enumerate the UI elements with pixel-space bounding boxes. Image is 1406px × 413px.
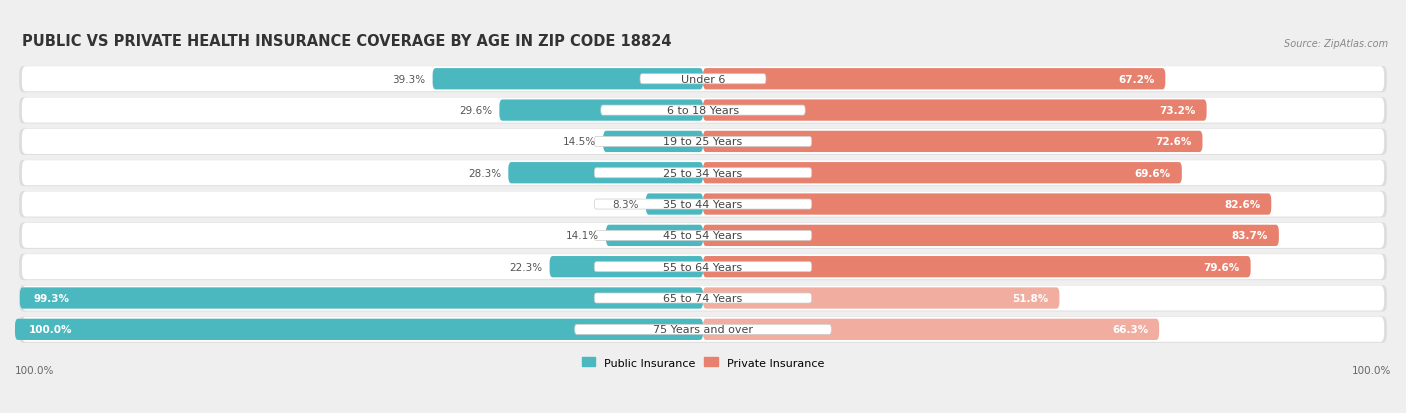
Text: 14.1%: 14.1%: [567, 231, 599, 241]
Text: 45 to 54 Years: 45 to 54 Years: [664, 231, 742, 241]
FancyBboxPatch shape: [20, 67, 1386, 93]
Text: 19 to 25 Years: 19 to 25 Years: [664, 137, 742, 147]
Text: 65 to 74 Years: 65 to 74 Years: [664, 293, 742, 303]
FancyBboxPatch shape: [509, 163, 703, 184]
FancyBboxPatch shape: [703, 319, 1159, 340]
FancyBboxPatch shape: [640, 75, 766, 85]
Text: 82.6%: 82.6%: [1225, 199, 1260, 209]
FancyBboxPatch shape: [703, 131, 1202, 153]
FancyBboxPatch shape: [20, 223, 1386, 249]
Text: 25 to 34 Years: 25 to 34 Years: [664, 169, 742, 178]
FancyBboxPatch shape: [595, 262, 811, 272]
FancyBboxPatch shape: [22, 192, 1384, 217]
Text: 6 to 18 Years: 6 to 18 Years: [666, 106, 740, 116]
FancyBboxPatch shape: [20, 161, 1386, 187]
FancyBboxPatch shape: [595, 199, 811, 209]
Text: 83.7%: 83.7%: [1232, 231, 1268, 241]
FancyBboxPatch shape: [703, 194, 1271, 215]
Text: 100.0%: 100.0%: [28, 325, 72, 335]
FancyBboxPatch shape: [550, 256, 703, 278]
FancyBboxPatch shape: [20, 98, 1386, 124]
Text: 67.2%: 67.2%: [1118, 75, 1154, 85]
Text: 55 to 64 Years: 55 to 64 Years: [664, 262, 742, 272]
FancyBboxPatch shape: [595, 169, 811, 178]
FancyBboxPatch shape: [22, 161, 1384, 186]
FancyBboxPatch shape: [703, 288, 1059, 309]
FancyBboxPatch shape: [703, 225, 1279, 247]
Legend: Public Insurance, Private Insurance: Public Insurance, Private Insurance: [582, 357, 824, 368]
FancyBboxPatch shape: [22, 317, 1384, 342]
FancyBboxPatch shape: [595, 231, 811, 241]
FancyBboxPatch shape: [20, 288, 703, 309]
Text: 29.6%: 29.6%: [460, 106, 492, 116]
Text: 79.6%: 79.6%: [1204, 262, 1240, 272]
Text: 51.8%: 51.8%: [1012, 293, 1049, 303]
Text: 72.6%: 72.6%: [1156, 137, 1191, 147]
FancyBboxPatch shape: [22, 286, 1384, 311]
Text: 35 to 44 Years: 35 to 44 Years: [664, 199, 742, 209]
FancyBboxPatch shape: [20, 192, 1386, 218]
FancyBboxPatch shape: [22, 223, 1384, 248]
FancyBboxPatch shape: [703, 69, 1166, 90]
FancyBboxPatch shape: [600, 106, 806, 116]
Text: 39.3%: 39.3%: [392, 75, 426, 85]
FancyBboxPatch shape: [20, 317, 1386, 343]
FancyBboxPatch shape: [433, 69, 703, 90]
FancyBboxPatch shape: [499, 100, 703, 121]
Text: 100.0%: 100.0%: [1351, 365, 1391, 375]
Text: PUBLIC VS PRIVATE HEALTH INSURANCE COVERAGE BY AGE IN ZIP CODE 18824: PUBLIC VS PRIVATE HEALTH INSURANCE COVER…: [22, 33, 672, 48]
FancyBboxPatch shape: [703, 256, 1251, 278]
Text: 8.3%: 8.3%: [613, 199, 638, 209]
Text: 69.6%: 69.6%: [1135, 169, 1171, 178]
FancyBboxPatch shape: [22, 130, 1384, 154]
Text: 22.3%: 22.3%: [509, 262, 543, 272]
Text: Under 6: Under 6: [681, 75, 725, 85]
FancyBboxPatch shape: [606, 225, 703, 247]
Text: 73.2%: 73.2%: [1159, 106, 1195, 116]
FancyBboxPatch shape: [15, 319, 703, 340]
Text: 66.3%: 66.3%: [1112, 325, 1149, 335]
FancyBboxPatch shape: [595, 137, 811, 147]
Text: 100.0%: 100.0%: [15, 365, 55, 375]
FancyBboxPatch shape: [20, 129, 1386, 155]
Text: 28.3%: 28.3%: [468, 169, 502, 178]
FancyBboxPatch shape: [703, 100, 1206, 121]
FancyBboxPatch shape: [22, 67, 1384, 92]
FancyBboxPatch shape: [575, 325, 831, 335]
FancyBboxPatch shape: [603, 131, 703, 153]
Text: Source: ZipAtlas.com: Source: ZipAtlas.com: [1284, 38, 1388, 48]
FancyBboxPatch shape: [595, 293, 811, 303]
FancyBboxPatch shape: [20, 254, 1386, 280]
FancyBboxPatch shape: [22, 254, 1384, 280]
FancyBboxPatch shape: [22, 98, 1384, 123]
FancyBboxPatch shape: [645, 194, 703, 215]
Text: 75 Years and over: 75 Years and over: [652, 325, 754, 335]
FancyBboxPatch shape: [20, 285, 1386, 312]
Text: 14.5%: 14.5%: [564, 137, 596, 147]
FancyBboxPatch shape: [703, 163, 1182, 184]
Text: 99.3%: 99.3%: [34, 293, 69, 303]
